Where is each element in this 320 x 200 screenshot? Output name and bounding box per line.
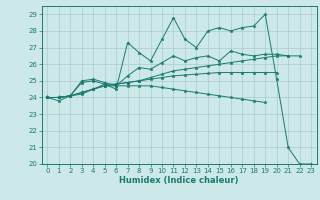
X-axis label: Humidex (Indice chaleur): Humidex (Indice chaleur) [119, 176, 239, 185]
